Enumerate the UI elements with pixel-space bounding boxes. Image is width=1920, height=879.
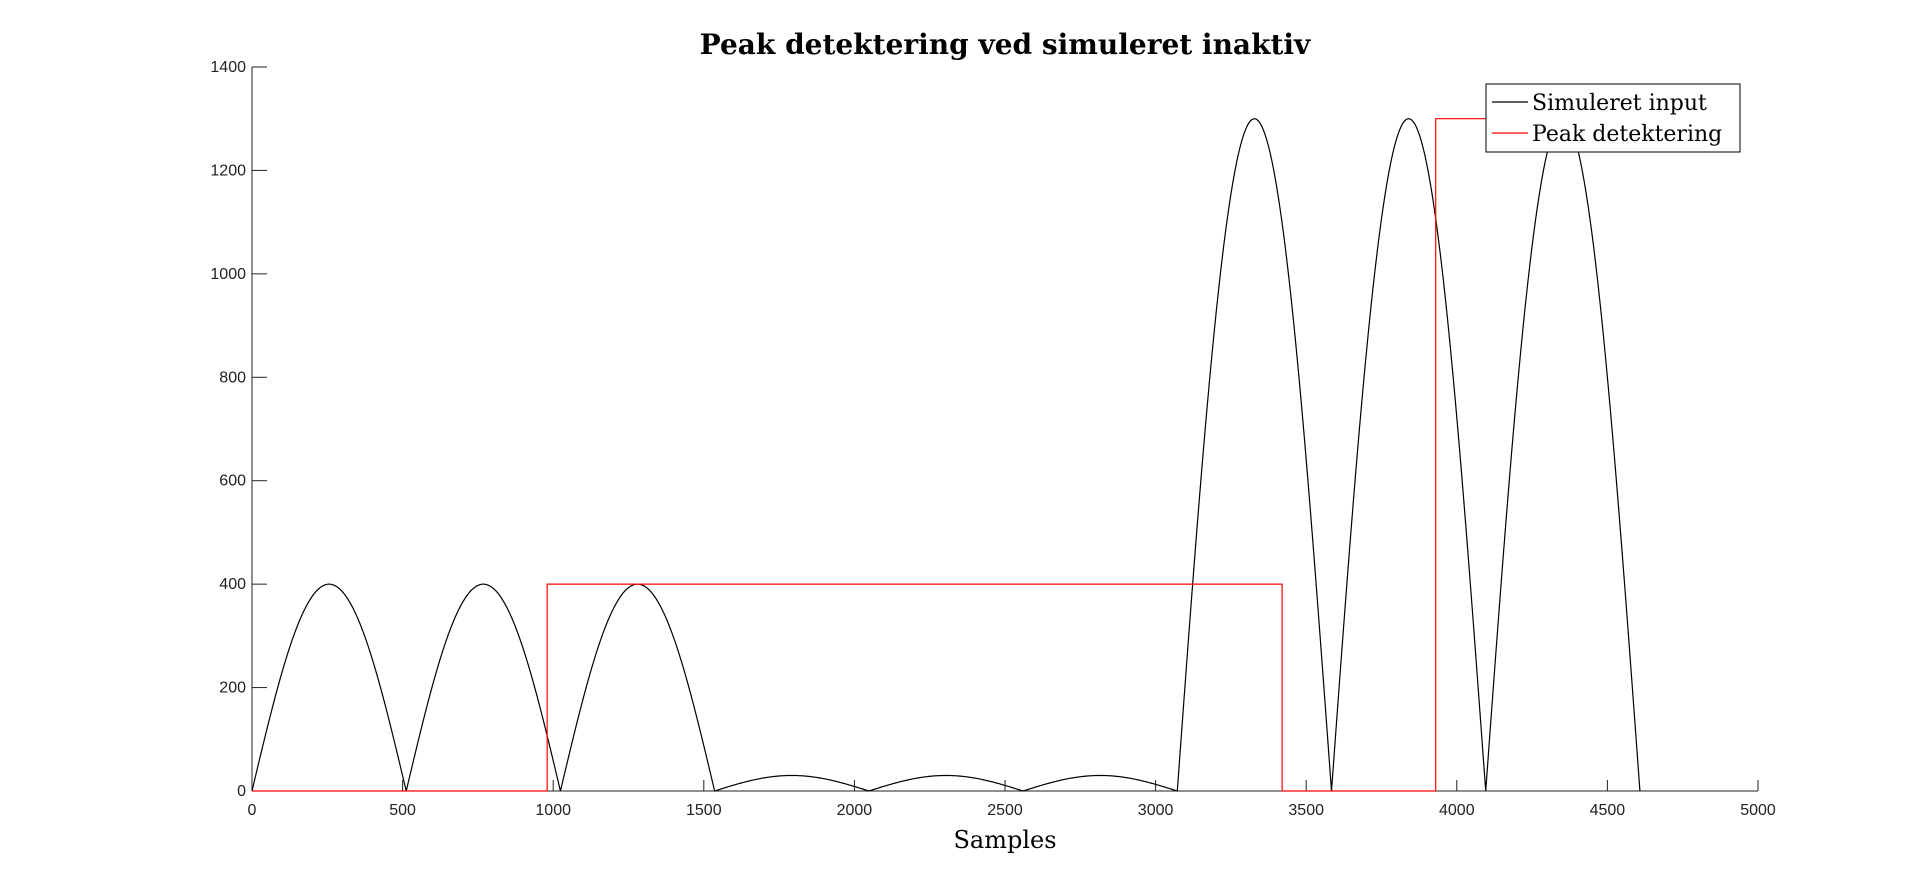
x-tick-label: 5000 bbox=[1740, 802, 1776, 819]
x-tick-label: 1000 bbox=[535, 802, 571, 819]
x-tick-label: 0 bbox=[248, 802, 257, 819]
x-ticks: 0 500 1000 1500 2000 2500 3000 3500 4000 4500 5000 bbox=[248, 780, 1776, 819]
legend-label-peak-detektering: Peak detektering bbox=[1532, 122, 1722, 147]
y-tick-label: 0 bbox=[237, 783, 246, 800]
y-tick-label: 800 bbox=[219, 369, 246, 386]
y-tick-label: 200 bbox=[219, 680, 246, 697]
x-tick-label: 4500 bbox=[1590, 802, 1626, 819]
x-axis-label: Samples bbox=[953, 826, 1056, 854]
legend-label-simuleret-input: Simuleret input bbox=[1532, 91, 1707, 116]
y-tick-label: 600 bbox=[219, 473, 246, 490]
x-tick-label: 2000 bbox=[837, 802, 873, 819]
x-tick-label: 2500 bbox=[987, 802, 1023, 819]
x-tick-label: 500 bbox=[389, 802, 416, 819]
y-tick-label: 400 bbox=[219, 576, 246, 593]
y-tick-label: 1000 bbox=[210, 266, 246, 283]
chart-title: Peak detektering ved simuleret inaktiv bbox=[700, 28, 1311, 61]
y-tick-label: 1400 bbox=[210, 59, 246, 76]
x-tick-label: 3500 bbox=[1288, 802, 1324, 819]
y-ticks: 0 200 400 600 800 1000 1200 1400 bbox=[210, 59, 267, 800]
series-line-simuleret-input bbox=[251, 118, 1641, 792]
series-line-peak-detektering bbox=[252, 118, 1518, 792]
x-tick-label: 3000 bbox=[1138, 802, 1174, 819]
plot-area: 0 500 1000 1500 2000 2500 3000 3500 4000 4500 5000… bbox=[210, 59, 1775, 819]
x-tick-label: 1500 bbox=[686, 802, 722, 819]
legend: Simuleret input Peak detektering bbox=[1485, 83, 1741, 153]
x-tick-label: 4000 bbox=[1439, 802, 1475, 819]
y-tick-label: 1200 bbox=[210, 162, 246, 179]
legend-box bbox=[1485, 83, 1741, 153]
series-layer bbox=[251, 118, 1641, 792]
